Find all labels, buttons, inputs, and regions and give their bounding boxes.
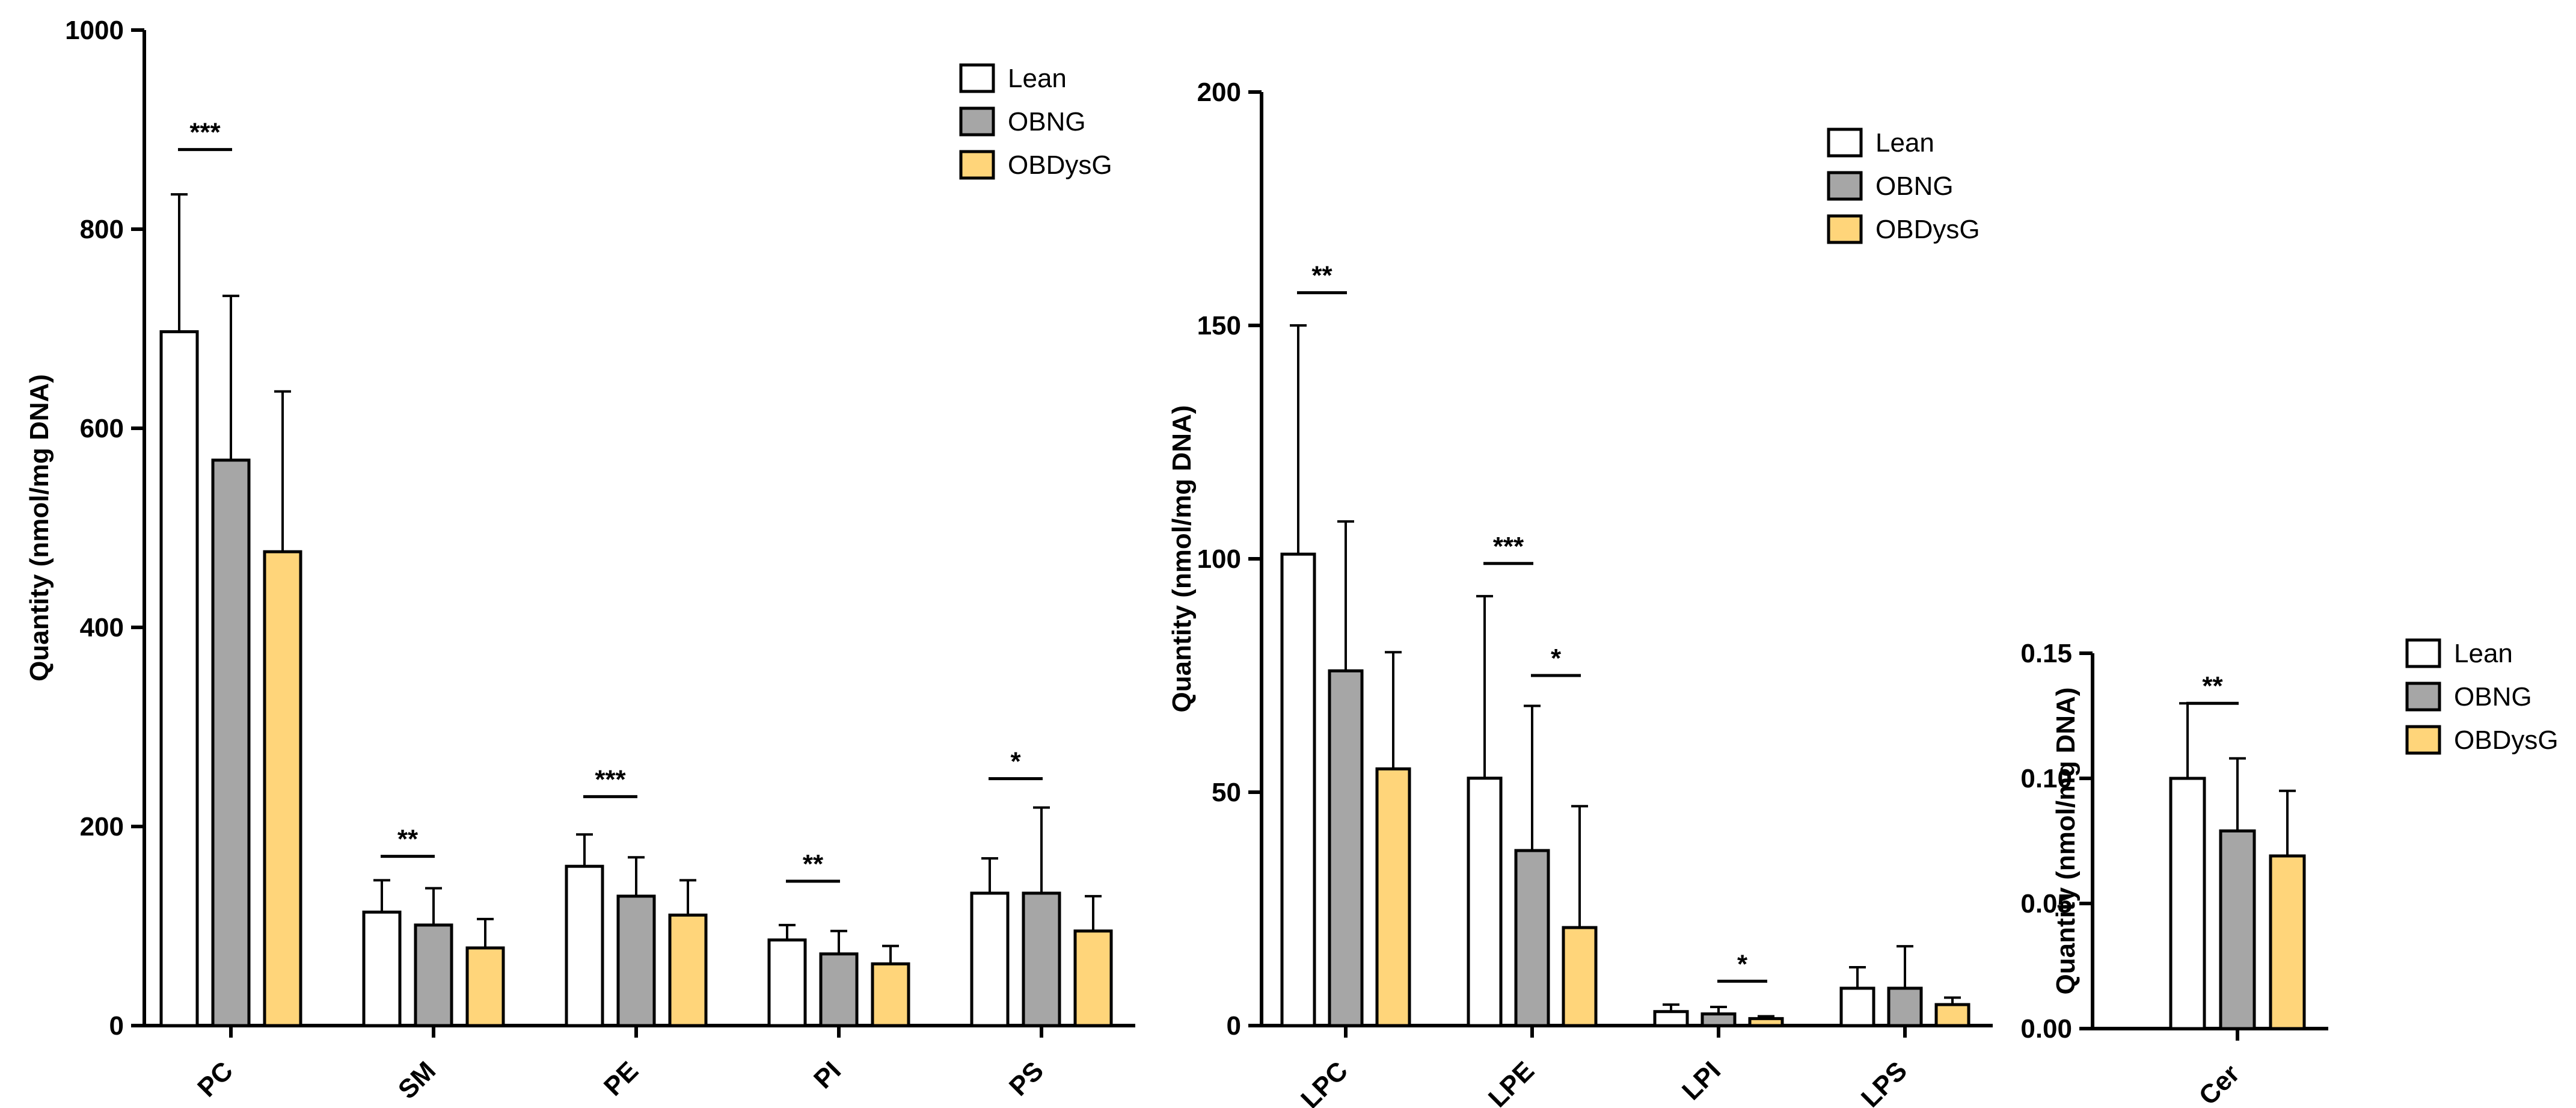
category-label: SM <box>393 1056 441 1104</box>
bar-obng-cer <box>2219 829 2256 1030</box>
bar-obdysg-pc <box>263 550 302 1027</box>
legend-swatch-obng <box>959 106 995 137</box>
bar-obdysg-ps <box>1073 929 1113 1027</box>
significance-label: *** <box>1493 532 1524 561</box>
legend-label-obdysg: OBDysG <box>2454 725 2559 755</box>
bar-obng-ps <box>1022 891 1061 1027</box>
panel-3: 0.00 0.05 0.10 0.15 Quantity (nmol/mg DNA) Ce… <box>2020 638 2559 1108</box>
significance-label: *** <box>189 118 221 147</box>
panel-2: 0 50 100 150 200 Quantity (nmol/mg DNA) LPC LPE… <box>1167 78 1993 1108</box>
y-tick-label: 150 <box>1197 311 1241 340</box>
significance-label: * <box>1010 747 1021 777</box>
legend-swatch-obng <box>2405 682 2441 712</box>
bar-obdysg-sm <box>465 946 505 1027</box>
y-tick-label: 0.00 <box>2020 1014 2072 1044</box>
y-tick-label: 200 <box>80 812 124 842</box>
y-axis-title: Quantity (nmol/mg DNA) <box>25 374 54 682</box>
legend-swatch-lean <box>2405 638 2441 668</box>
legend-swatch-obdysg <box>959 150 995 180</box>
significance-label: *** <box>595 765 626 794</box>
bar-lean-lpc <box>1280 552 1316 1027</box>
y-tick-label: 1000 <box>65 16 124 45</box>
category-label: LPI <box>1676 1056 1726 1106</box>
legend-label-obng: OBNG <box>1008 107 1086 137</box>
bar-lean-sm <box>362 910 402 1027</box>
bar-lean-lps <box>1839 986 1875 1027</box>
category-label: PS <box>1004 1056 1049 1101</box>
bar-obng-pe <box>616 894 656 1027</box>
bar-obdysg-cer <box>2269 854 2306 1030</box>
bar-obdysg-pi <box>871 962 910 1027</box>
bar-obng-lpi <box>1700 1012 1737 1027</box>
legend-label-lean: Lean <box>1875 128 1934 158</box>
category-label: LPC <box>1295 1056 1354 1108</box>
legend-swatch-lean <box>1827 128 1863 158</box>
legend-label-obdysg: OBDysG <box>1875 215 1980 244</box>
bar-obng-lps <box>1887 986 1923 1027</box>
bar-obdysg-lpe <box>1562 926 1598 1027</box>
y-tick-label: 0.05 <box>2020 889 2072 919</box>
significance-label: * <box>1737 949 1748 979</box>
bar-lean-pi <box>767 938 807 1027</box>
panel-1: 0 200 400 600 800 1000 Quantity (nmol/mg DNA) P… <box>25 16 1135 1105</box>
significance-label: ** <box>803 849 824 879</box>
category-label: PC <box>192 1056 239 1103</box>
bar-obdysg-lpc <box>1375 767 1411 1027</box>
y-tick-label: 0.15 <box>2020 639 2072 668</box>
y-tick-label: 50 <box>1212 778 1241 807</box>
y-tick-label: 0 <box>1227 1011 1241 1041</box>
bar-lean-pc <box>159 330 199 1027</box>
y-tick-label: 0 <box>109 1011 124 1041</box>
bar-lean-lpe <box>1467 777 1503 1027</box>
category-label: PI <box>808 1056 847 1094</box>
bar-obng-pc <box>211 458 251 1027</box>
category-label: Cer <box>2194 1059 2246 1108</box>
legend-label-obng: OBNG <box>2454 682 2532 712</box>
significance-label: ** <box>397 825 419 854</box>
y-tick-label: 0.10 <box>2020 764 2072 793</box>
y-tick-label: 600 <box>80 414 124 443</box>
significance-label: ** <box>1311 261 1332 291</box>
legend-swatch-obdysg <box>1827 214 1863 244</box>
bar-obdysg-lps <box>1934 1003 1970 1027</box>
legend-label-lean: Lean <box>2454 639 2513 668</box>
bar-obdysg-pe <box>668 913 708 1027</box>
bar-lean-cer <box>2169 777 2206 1030</box>
bar-obdysg-lpi <box>1748 1017 1784 1027</box>
legend-swatch-lean <box>959 63 995 93</box>
category-label: LPE <box>1483 1056 1540 1108</box>
category-label: PE <box>598 1056 644 1101</box>
category-label: LPS <box>1856 1056 1913 1108</box>
bar-obng-lpc <box>1328 669 1364 1027</box>
legend-label-obdysg: OBDysG <box>1008 150 1112 180</box>
bar-obng-sm <box>414 923 453 1027</box>
significance-label: * <box>1551 644 1562 673</box>
legend-swatch-obdysg <box>2405 725 2441 755</box>
y-tick-label: 800 <box>80 215 124 244</box>
significance-label: ** <box>2202 671 2223 701</box>
legend-label-obng: OBNG <box>1875 171 1954 201</box>
y-tick-label: 400 <box>80 613 124 642</box>
bar-obng-lpe <box>1514 849 1550 1027</box>
bar-lean-pe <box>565 864 604 1027</box>
y-axis-title: Quantity (nmol/mg DNA) <box>1167 405 1197 713</box>
y-axis-title: Quantity (nmol/mg DNA) <box>2051 688 2081 995</box>
bar-obng-pi <box>819 952 859 1027</box>
legend-swatch-obng <box>1827 171 1863 201</box>
bar-lean-lpi <box>1653 1010 1689 1027</box>
legend-label-lean: Lean <box>1008 64 1067 93</box>
y-tick-label: 100 <box>1197 544 1241 574</box>
bar-lean-ps <box>970 891 1010 1027</box>
y-tick-label: 200 <box>1197 78 1241 107</box>
